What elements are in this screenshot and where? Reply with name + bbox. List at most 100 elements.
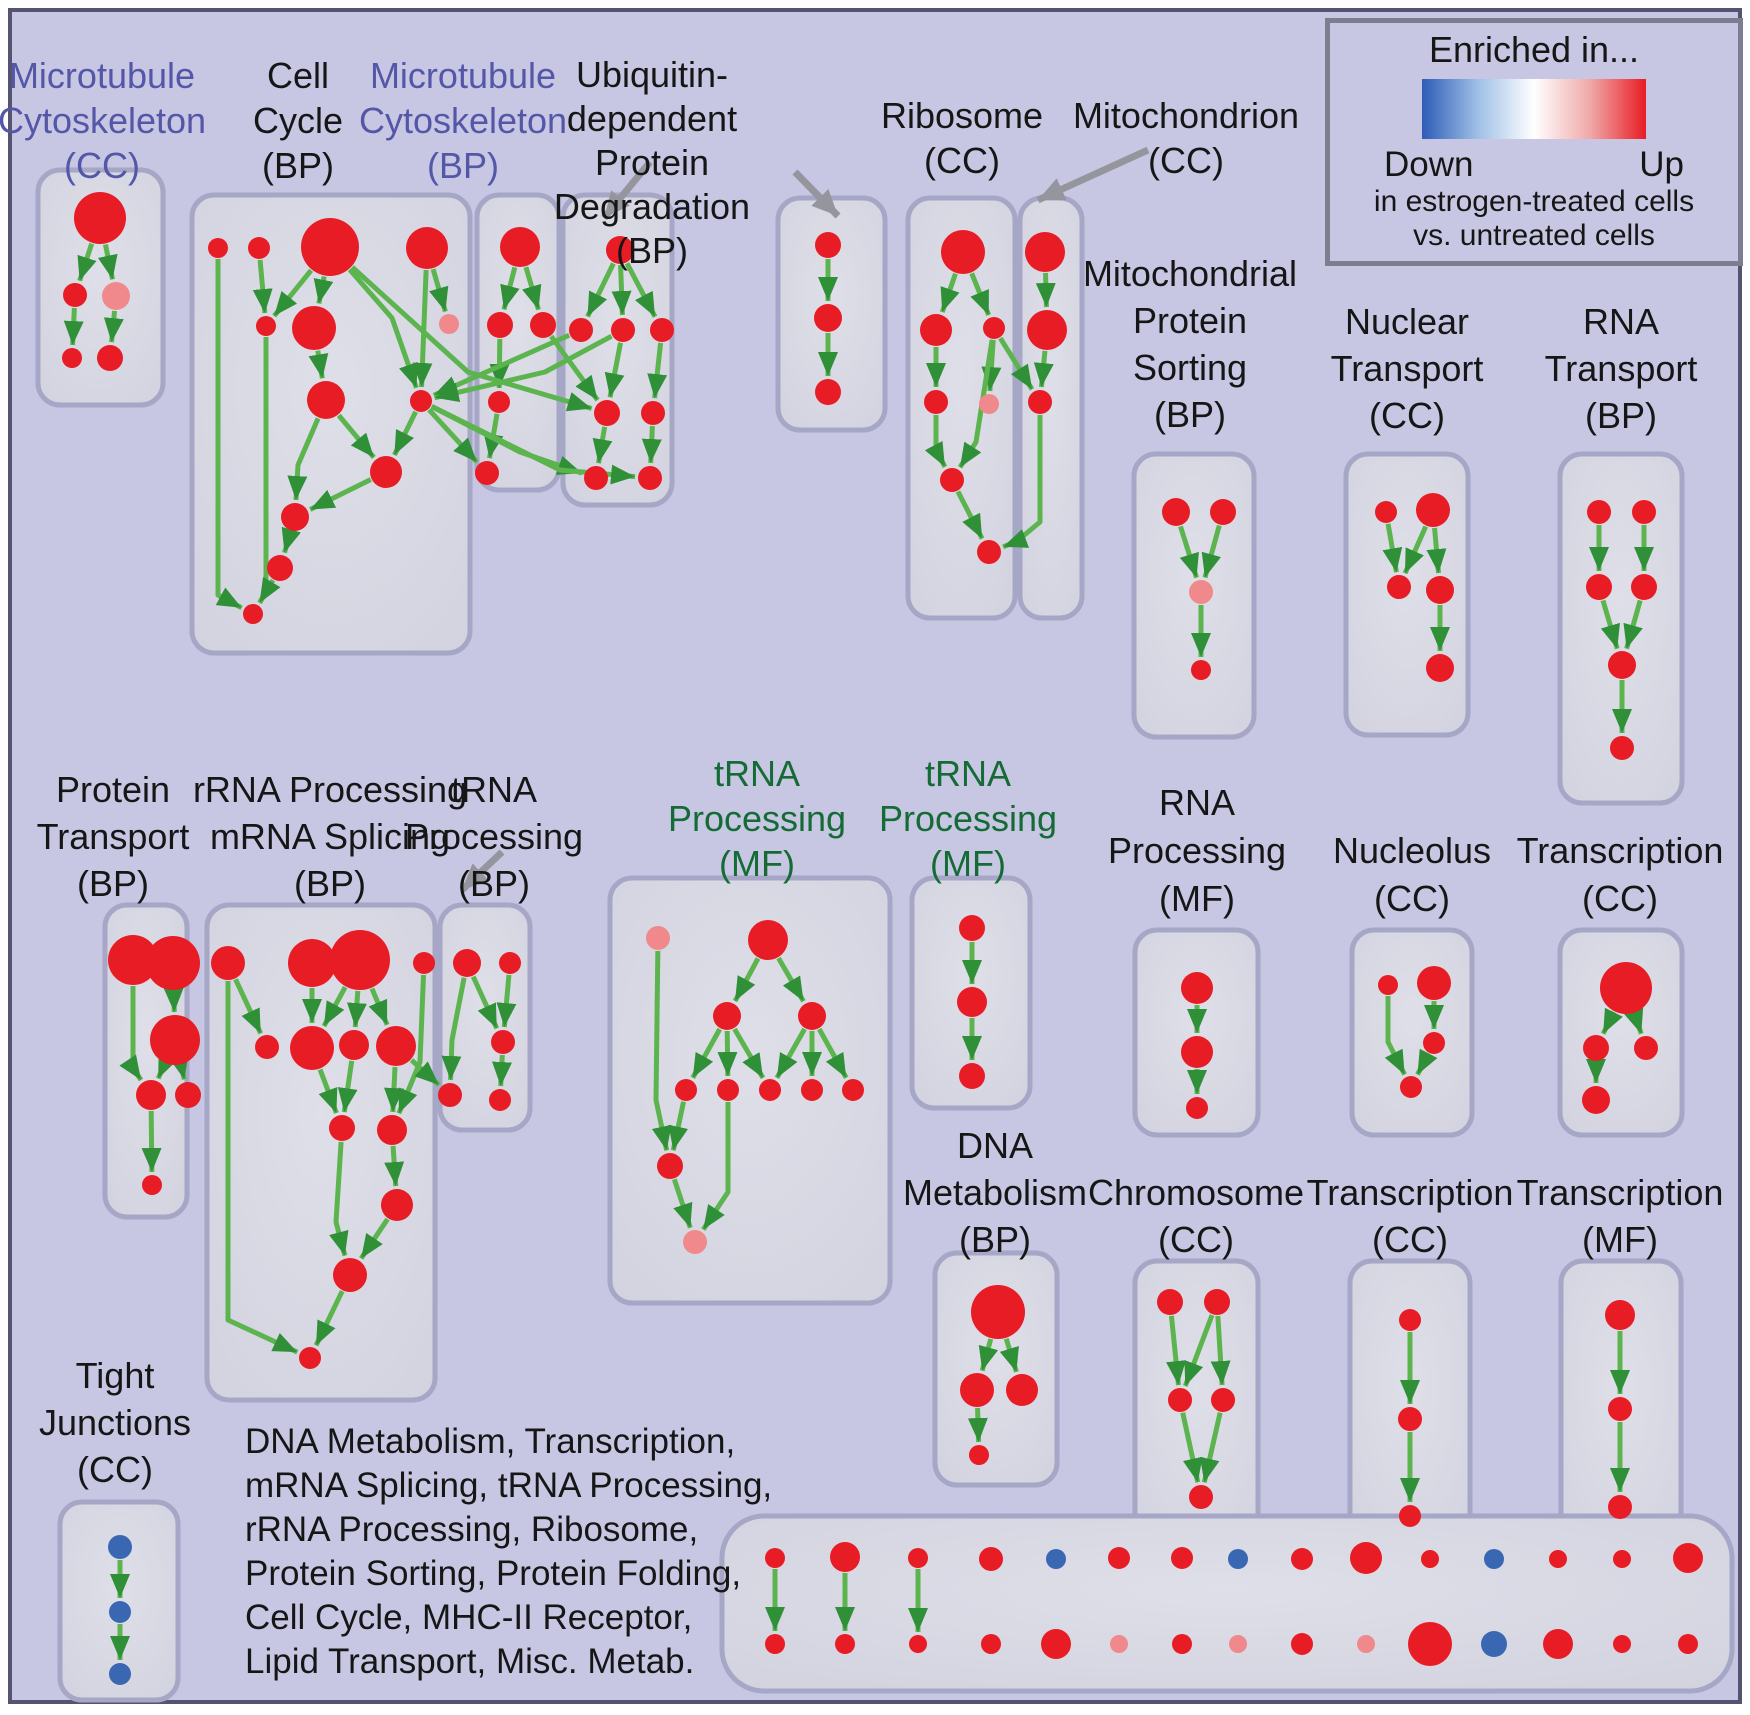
- go-term-node-mt_cc-b: [63, 283, 87, 307]
- go-term-node-misc-b01: [765, 1634, 785, 1654]
- go-term-node-transc_cc_low-i2: [1398, 1407, 1422, 1431]
- edge-trna_bp-b3-b5: [491, 1054, 512, 1087]
- go-term-node-ribosome-r2: [920, 314, 952, 346]
- legend-up-label: Up: [1639, 145, 1684, 184]
- go-term-node-nuc_trans-v2: [1416, 493, 1450, 527]
- edge-chromosome-h2-h4: [1210, 1315, 1231, 1386]
- go-term-node-chromosome-h5: [1189, 1485, 1213, 1509]
- go-term-node-mt_bp-m2: [487, 312, 513, 338]
- edge-mt_cc-a-b: [77, 242, 97, 282]
- edge-chromosome-h2-h3: [1182, 1314, 1215, 1387]
- cluster-box-chromosome: [1132, 1258, 1261, 1561]
- go-term-node-prot_trans-p5: [175, 1082, 201, 1108]
- edge-cell_cycle-c1-c13: [215, 259, 243, 610]
- go-term-node-trna_bp-b5: [489, 1089, 511, 1111]
- go-term-node-nuc_trans-v5: [1426, 654, 1454, 682]
- go-term-node-trna_mf1-x2: [748, 920, 788, 960]
- go-term-node-nucleolus-e2: [1417, 966, 1451, 1000]
- edge-ubiq_a-a6-a8: [641, 425, 662, 464]
- edge-rrna-q11-q12: [359, 1217, 390, 1260]
- edge-ribosome.r3-mito.t3: [998, 336, 1035, 391]
- go-term-node-cell_cycle-c10: [370, 456, 402, 488]
- go-term-node-misc-t14: [1613, 1550, 1631, 1568]
- edge-rrna-q3-q8: [368, 987, 390, 1026]
- go-term-node-transc_cc_up-f1: [1600, 962, 1652, 1014]
- go-term-node-misc-b08: [1229, 1635, 1247, 1653]
- edge-trna_bp-b2-b3: [496, 974, 517, 1028]
- go-term-node-mps-s3: [1189, 580, 1213, 604]
- edge-mito.t3-ribosome.r7: [1002, 415, 1043, 550]
- go-term-node-trna_mf1-x6: [717, 1079, 739, 1101]
- edge-cell_cycle-c10-c11: [309, 477, 372, 512]
- go-term-node-rrna-q10: [377, 1115, 407, 1145]
- go-term-node-mps-s4: [1191, 660, 1211, 680]
- edge-trna_mf1-x3-x6: [717, 1030, 738, 1077]
- edge-mt_bp.m3-ubiq_a.a5: [549, 334, 600, 402]
- go-term-node-rrna-q7: [339, 1030, 369, 1060]
- edge-ubiq_a-a1-a4: [624, 262, 658, 318]
- go-term-node-mt_bp-m1: [500, 227, 540, 267]
- label-pointer-arrow-1: [601, 159, 653, 221]
- edge-rna_trans-w4-w5: [1623, 599, 1643, 650]
- go-term-node-trna_mf2-y3: [959, 1063, 985, 1089]
- edge-cell_cycle-c4-c7: [429, 268, 449, 313]
- go-term-node-rna_mf-z3: [1186, 1097, 1208, 1119]
- go-term-node-misc-b06: [1110, 1635, 1128, 1653]
- go-term-node-transc_cc_up-f3: [1634, 1036, 1658, 1060]
- go-term-node-misc-b15: [1678, 1634, 1698, 1654]
- edge-trna_mf1-x6-x11: [701, 1102, 731, 1231]
- go-term-node-misc-t06: [1108, 1547, 1130, 1569]
- text-line-5: Cell Cycle, MHC-II Receptor,: [245, 1598, 693, 1637]
- cluster-box-tight_junc: [57, 1499, 181, 1703]
- go-term-node-ubiq_a-a1: [606, 236, 634, 264]
- edge-trna_bp-b1-b4: [441, 977, 467, 1081]
- go-term-node-cell_cycle-c11: [281, 503, 309, 531]
- label-pointer-arrow-2: [792, 169, 841, 219]
- cluster-box-rrna: [204, 902, 438, 1403]
- edge-dna_met-g1-g2: [978, 1338, 999, 1372]
- edge-ribosome-r3-r6: [957, 339, 995, 469]
- edge-cell_cycle-c11-c12: [281, 526, 301, 554]
- go-term-node-rna_mf-z2: [1181, 1036, 1213, 1068]
- edge-trna_mf1-x1-x10: [651, 950, 672, 1151]
- go-term-node-prot_trans-p6: [142, 1175, 162, 1195]
- category-list-text: DNA Metabolism, Transcription, mRNA Spli…: [245, 1420, 772, 1684]
- label-pointer-arrow-3: [1036, 146, 1150, 204]
- go-term-node-trna_mf1-x4: [798, 1002, 826, 1030]
- go-term-node-misc-b05: [1041, 1629, 1071, 1659]
- go-term-node-nucleolus-e3: [1423, 1032, 1445, 1054]
- edge-transc_cc_up-f1-f2: [1600, 1007, 1623, 1035]
- edge-prot_trans-p2-p3: [163, 987, 184, 1013]
- go-term-node-ubiq_b-u2: [814, 304, 842, 332]
- go-term-node-mt_bp-m4: [488, 391, 510, 413]
- cluster-box-transc_cc_up: [1557, 927, 1685, 1138]
- go-term-node-rrna-q8: [376, 1026, 416, 1066]
- label-pointer-arrow-4: [459, 849, 505, 893]
- edge-cell_cycle-c3-c6: [313, 275, 334, 304]
- go-term-node-mt_cc-c: [102, 282, 130, 310]
- cluster-box-mt_cc: [35, 167, 166, 408]
- edge-nuc_trans-v2-v4: [1426, 527, 1447, 574]
- go-term-node-dna_met-g4: [969, 1445, 989, 1465]
- go-term-node-ubiq_a-a2: [569, 318, 593, 342]
- go-term-node-mps-s1: [1162, 498, 1190, 526]
- edge-cell_cycle-c8-c11: [287, 417, 321, 501]
- go-term-node-transc_mf-j1: [1605, 1300, 1635, 1330]
- go-term-node-ubiq_a-a3: [611, 318, 635, 342]
- go-term-node-mt_cc-e: [97, 345, 123, 371]
- go-term-node-rrna-q5: [255, 1035, 279, 1059]
- go-term-node-ribosome-r4: [924, 390, 948, 414]
- legend-box: Enriched in... Down Up in estrogen-treat…: [1325, 18, 1743, 266]
- go-term-node-cell_cycle-c7: [439, 314, 459, 334]
- edge-nuc_trans-v2-v3: [1402, 525, 1429, 575]
- cluster-box-nucleolus: [1349, 927, 1475, 1138]
- edge-ribosome-r1-r2: [939, 272, 960, 313]
- edge-mito-t1-t2: [1035, 272, 1056, 308]
- go-term-node-rna_trans-w4: [1631, 574, 1657, 600]
- go-term-node-misc-b09: [1291, 1633, 1313, 1655]
- go-term-node-dna_met-g1: [971, 1285, 1025, 1339]
- go-term-node-prot_trans-p4: [136, 1080, 166, 1110]
- edge-ubiq_a.a3-cell_cycle.c9: [434, 333, 613, 403]
- go-term-node-misc-t02: [830, 1542, 860, 1572]
